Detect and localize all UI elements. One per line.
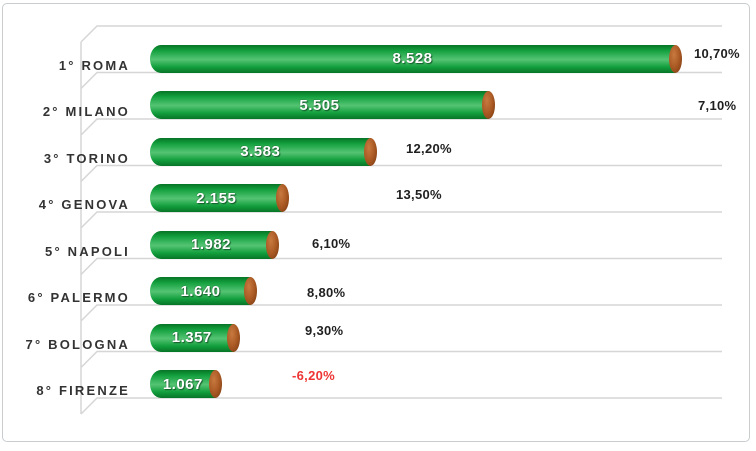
category-label: 1° ROMA [58, 57, 130, 73]
bar-value-label: 1.067 [162, 375, 203, 393]
bar-value-label: 1.640 [180, 282, 221, 300]
bar: 8.528 [150, 44, 675, 73]
bar: 5.505 [150, 91, 489, 119]
bar-value-label: 3.583 [240, 143, 281, 160]
category-label: 3° TORINO [43, 150, 130, 166]
category-label: 8° FIRENZE [36, 383, 130, 398]
percent-label: 7,10% [698, 98, 737, 113]
bar-value-label: 5.505 [299, 96, 340, 114]
bar-value-label: 1.982 [190, 236, 232, 253]
bar: 1.067 [150, 370, 216, 398]
bar-value-label: 2.155 [196, 189, 237, 207]
bar-end-cap [668, 44, 682, 73]
bar: 3.583 [150, 137, 371, 166]
bar-end-cap [482, 91, 496, 119]
category-label: 6° PALERMO [27, 290, 130, 305]
percent-label: 10,70% [694, 46, 740, 61]
bar: 1.640 [150, 277, 251, 305]
percent-label: 6,10% [312, 236, 351, 251]
bar-end-cap [276, 184, 290, 212]
bar-end-cap [209, 370, 223, 398]
bar-value-label: 1.357 [171, 329, 212, 346]
percent-label: 12,20% [406, 141, 452, 156]
percent-label: 9,30% [305, 323, 344, 338]
percent-label: 13,50% [396, 187, 442, 202]
bar: 2.155 [150, 184, 283, 212]
bar-end-cap [244, 277, 258, 305]
percent-label: -6,20% [292, 368, 335, 383]
bar: 1.357 [150, 323, 234, 352]
category-label: 4° GENOVA [38, 197, 130, 212]
category-label: 2° MILANO [42, 104, 130, 119]
bar-end-cap [265, 230, 279, 259]
category-label: 7° BOLOGNA [25, 336, 130, 352]
bar-end-cap [227, 323, 241, 352]
category-label: 5° NAPOLI [45, 243, 130, 259]
bar-end-cap [364, 137, 378, 166]
percent-label: 8,80% [307, 285, 346, 300]
gridline-path [80, 25, 722, 415]
chart-frame [2, 3, 750, 442]
bar: 1.982 [150, 230, 273, 259]
bar-value-label: 8.528 [392, 50, 433, 67]
